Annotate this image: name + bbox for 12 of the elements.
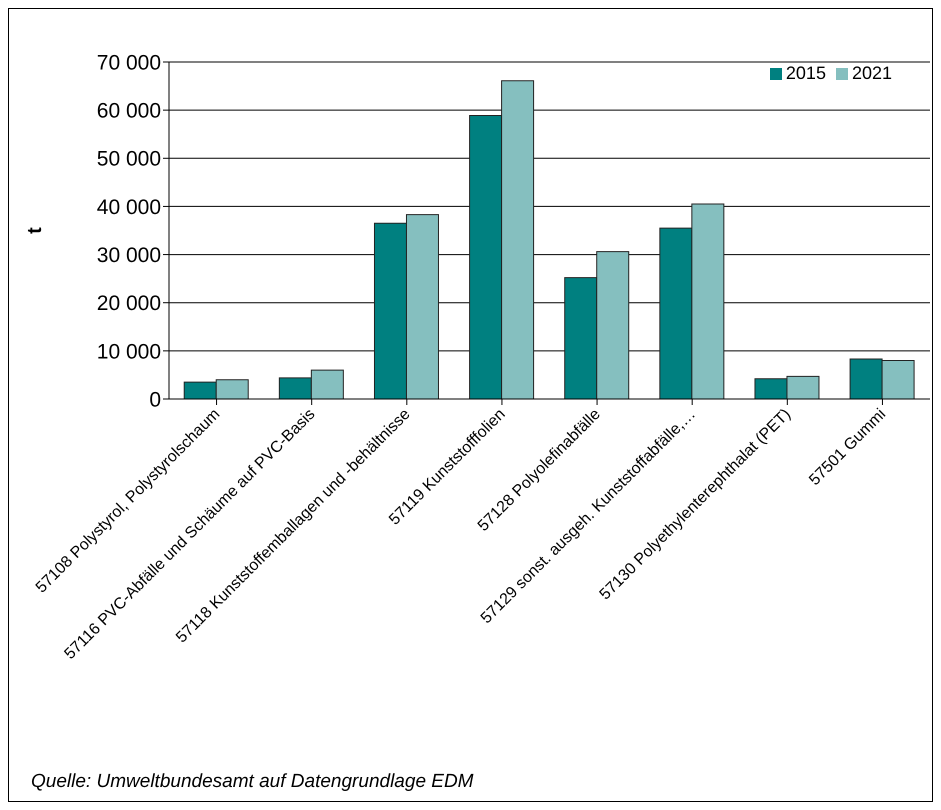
y-tick-label: 70 000: [96, 51, 161, 74]
y-tick-label: 20 000: [96, 292, 161, 316]
y-tick-label: 60 000: [96, 100, 161, 123]
y-tick-label: 50 000: [96, 148, 161, 171]
legend-label: 2021: [852, 63, 892, 83]
y-tick-label: 10 000: [96, 340, 161, 364]
y-tick-label: 40 000: [96, 196, 161, 219]
y-tick-label: 0: [149, 388, 161, 412]
source-note: Quelle: Umweltbundesamt auf Datengrundlage EDM: [31, 771, 474, 793]
y-axis-title: t: [24, 226, 46, 234]
legend-label: 2015: [786, 63, 826, 83]
y-tick-label: 30 000: [96, 244, 161, 268]
